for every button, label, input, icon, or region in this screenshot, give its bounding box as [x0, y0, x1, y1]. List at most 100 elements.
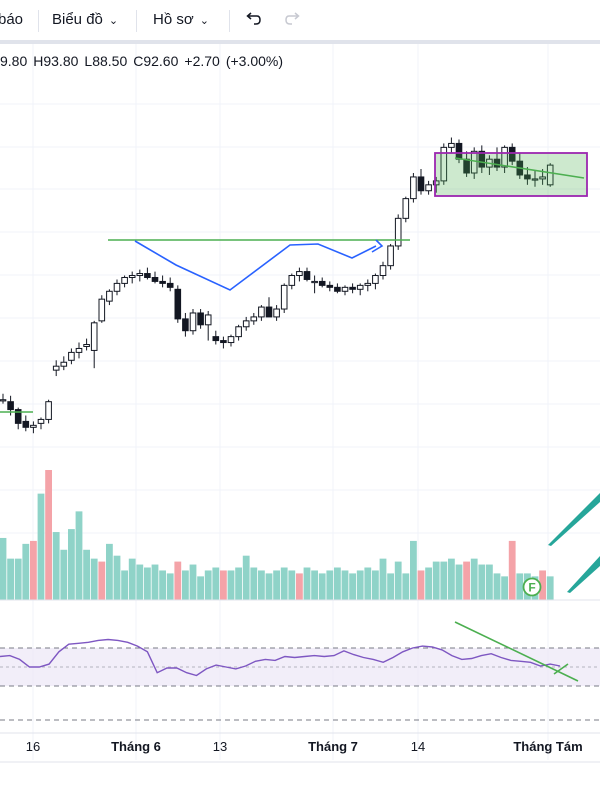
x-tick-label: 14 [411, 739, 425, 754]
volume-bar [182, 570, 189, 600]
candle-body [144, 273, 151, 278]
candle-body [166, 282, 174, 288]
candle-body [296, 271, 303, 277]
chevron-down-icon: ⌄ [199, 15, 209, 27]
candle-body [22, 420, 30, 428]
volume-bar [516, 573, 524, 600]
volume-bar [501, 576, 508, 600]
volume-bar [417, 570, 425, 600]
candle-body [37, 418, 45, 424]
ohlc-low: L88.50 [84, 53, 128, 69]
badge-circle [522, 577, 542, 597]
candle-body [45, 401, 52, 420]
candle-body [432, 180, 440, 186]
partial-menu-label[interactable]: báo [0, 11, 24, 28]
candle-body [303, 271, 311, 280]
volume-bar [379, 558, 387, 600]
top-toolbar: báo Biểu đồ ⌄ Hồ sơ ⌄ [0, 0, 600, 40]
candle-body [379, 265, 387, 277]
volume-bar [356, 570, 364, 600]
candle-body [478, 150, 486, 168]
volume-bar [303, 567, 311, 600]
volume-bar [318, 573, 326, 600]
volume-bar [425, 567, 432, 600]
volume-bar [493, 573, 501, 600]
candle-body [60, 361, 68, 367]
candle-body [539, 176, 546, 180]
candle-body [425, 184, 432, 192]
candle-body [106, 290, 113, 302]
volume-bar [235, 567, 242, 600]
volume-bar [197, 576, 204, 600]
volume-bar [227, 570, 235, 600]
candle-body [258, 306, 265, 318]
volume-bar [14, 558, 22, 600]
volume-bar [288, 570, 296, 600]
volume-bar [212, 567, 220, 600]
inverse-head-shoulders-path [134, 240, 377, 291]
earnings-badge: F [522, 577, 542, 597]
candle-body [501, 146, 508, 168]
candle-body [75, 347, 83, 353]
candle-body [128, 275, 136, 278]
candle-body [189, 312, 197, 332]
rsi-divergence-tick [553, 663, 569, 675]
x-tick-label: 16 [26, 739, 40, 754]
volume-bar [204, 570, 212, 600]
candle-body [30, 424, 37, 428]
rsi-panel [0, 638, 600, 721]
ohlc-change-pct: (+3.00%) [225, 53, 284, 69]
profile-menu-button[interactable]: Hồ sơ ⌄ [153, 11, 209, 28]
volume-bar [334, 567, 341, 600]
volume-bar [220, 570, 227, 600]
ohlc-close: C92.60 [133, 53, 179, 69]
volume-bar [349, 573, 356, 600]
ohlc-open: 9.80 [0, 53, 28, 69]
candle-body [90, 322, 98, 351]
candle-body [265, 306, 273, 318]
candle-body [68, 351, 75, 361]
volume-bar [311, 570, 318, 600]
volume-bar [448, 558, 455, 600]
toolbar-separator [38, 10, 39, 32]
undo-icon[interactable] [244, 11, 262, 27]
volume-bar [410, 540, 417, 600]
volume-bar [478, 564, 486, 600]
volume-bar [296, 573, 303, 600]
volume-arrow-upper [548, 493, 600, 546]
volume-bar [68, 529, 75, 600]
candle-body [364, 282, 372, 286]
x-tick-label: Tháng 6 [111, 739, 161, 754]
candle-body [311, 280, 318, 284]
volume-bar [387, 573, 394, 600]
candle-body [410, 176, 417, 200]
candle-body [98, 298, 106, 322]
chevron-down-icon: ⌄ [108, 15, 119, 27]
price-chart[interactable]: F 16 Tháng 6 13 Tháng 7 14 Tháng Tám [0, 44, 600, 800]
volume-bar [508, 540, 516, 600]
volume-bar [394, 561, 402, 600]
volume-bar [106, 543, 113, 600]
volume-bar [22, 543, 30, 600]
candle-body [546, 164, 554, 186]
volume-bar [0, 537, 7, 600]
candle-body [151, 276, 159, 282]
volume-arrow-lower [567, 556, 600, 593]
candle-body [204, 314, 212, 326]
volume-bar [250, 567, 258, 600]
chart-menu-button[interactable]: Biểu đồ ⌄ [52, 11, 118, 28]
candle-body [212, 336, 220, 342]
candle-body [326, 284, 334, 288]
candle-body [341, 286, 349, 292]
volume-bar [30, 540, 37, 600]
volume-bar [52, 532, 60, 600]
candle-body [7, 401, 14, 411]
volume-bar [45, 470, 52, 600]
volume-bar [463, 561, 470, 600]
volume-bar [174, 561, 182, 600]
volume-bar [258, 570, 265, 600]
candle-body [349, 286, 356, 290]
ohlc-change: +2.70 [184, 53, 220, 69]
candle-body [0, 399, 7, 402]
volume-bar [341, 570, 349, 600]
